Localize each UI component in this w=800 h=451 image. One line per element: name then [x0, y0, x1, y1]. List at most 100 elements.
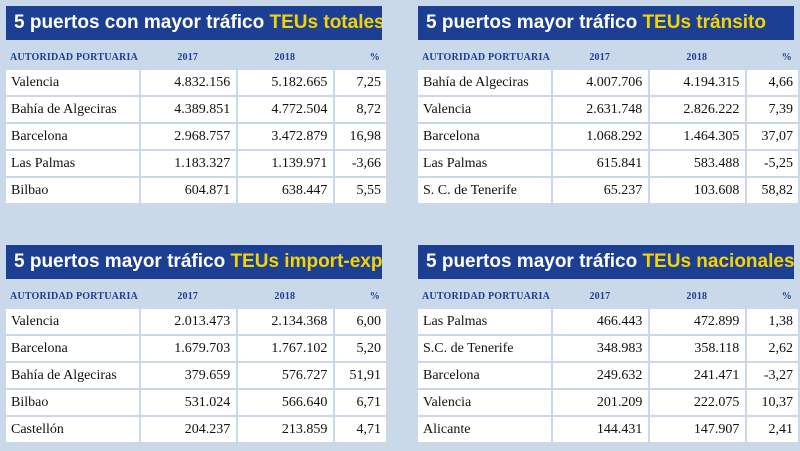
value-2017-cell: 1.679.703 — [139, 336, 237, 363]
percent-change-cell: 8,72 — [333, 97, 386, 124]
value-2017-cell: 4.389.851 — [139, 97, 237, 124]
percent-change-cell: 51,91 — [333, 363, 386, 390]
table-row: Castellón 204.237 213.859 4,71 — [6, 417, 386, 444]
table-row: Barcelona 249.632 241.471 -3,27 — [418, 363, 798, 390]
port-name-cell: Bahía de Algeciras — [6, 363, 140, 390]
value-2018-cell: 472.899 — [648, 309, 746, 336]
panel-title: 5 puertos mayor tráfico TEUs tránsito — [418, 6, 794, 40]
value-2018-cell: 4.772.504 — [236, 97, 334, 124]
port-name-cell: S. C. de Tenerife — [418, 178, 552, 205]
port-name-cell: Barcelona — [6, 124, 140, 151]
panel-title-highlight: TEUs import-export — [230, 251, 382, 272]
column-header-2017: 2017 — [589, 51, 611, 63]
percent-change-cell: 7,39 — [745, 97, 798, 124]
port-name-cell: S.C. de Tenerife — [418, 336, 552, 363]
table-row: Bilbao 604.871 638.447 5,55 — [6, 178, 386, 205]
percent-change-cell: 58,82 — [745, 178, 798, 205]
value-2017-cell: 2.631.748 — [551, 97, 649, 124]
percent-change-cell: -5,25 — [745, 151, 798, 178]
column-header-port: AUTORIDAD PORTUARIA — [10, 290, 138, 302]
port-name-cell: Alicante — [418, 417, 552, 444]
value-2018-cell: 566.640 — [236, 390, 334, 417]
percent-change-cell: 37,07 — [745, 124, 798, 151]
port-name-cell: Barcelona — [418, 124, 552, 151]
percent-change-cell: 6,00 — [333, 309, 386, 336]
value-2017-cell: 4.007.706 — [551, 70, 649, 97]
value-2017-cell: 144.431 — [551, 417, 649, 444]
table-row: Las Palmas 1.183.327 1.139.971 -3,66 — [6, 151, 386, 178]
table-row: Bahía de Algeciras 4.389.851 4.772.504 8… — [6, 97, 386, 124]
value-2017-cell: 2.968.757 — [139, 124, 237, 151]
percent-change-cell: -3,66 — [333, 151, 386, 178]
table-row: Valencia 2.631.748 2.826.222 7,39 — [418, 97, 798, 124]
ports-table: AUTORIDAD PORTUARIA 2017 2018 % Bahía de… — [418, 44, 798, 205]
port-name-cell: Las Palmas — [418, 151, 552, 178]
table-row: Las Palmas 466.443 472.899 1,38 — [418, 309, 798, 336]
ports-table: AUTORIDAD PORTUARIA 2017 2018 % Las Palm… — [418, 283, 798, 444]
table-header-row: AUTORIDAD PORTUARIA 2017 2018 % — [418, 44, 798, 70]
value-2017-cell: 2.013.473 — [139, 309, 237, 336]
panel-title-text: 5 puertos mayor tráfico — [426, 12, 643, 33]
percent-change-cell: 4,66 — [745, 70, 798, 97]
port-name-cell: Bilbao — [6, 390, 140, 417]
table-row: Barcelona 1.679.703 1.767.102 5,20 — [6, 336, 386, 363]
value-2017-cell: 4.832.156 — [139, 70, 237, 97]
port-name-cell: Barcelona — [418, 363, 552, 390]
table-row: Valencia 4.832.156 5.182.665 7,25 — [6, 70, 386, 97]
port-name-cell: Las Palmas — [6, 151, 140, 178]
column-header-2017: 2017 — [177, 290, 199, 302]
table-header-row: AUTORIDAD PORTUARIA 2017 2018 % — [418, 283, 798, 309]
value-2017-cell: 615.841 — [551, 151, 649, 178]
table-header-row: AUTORIDAD PORTUARIA 2017 2018 % — [6, 44, 386, 70]
port-name-cell: Valencia — [418, 390, 552, 417]
value-2018-cell: 103.608 — [648, 178, 746, 205]
value-2018-cell: 5.182.665 — [236, 70, 334, 97]
panel-title: 5 puertos con mayor tráfico TEUs totales — [6, 6, 382, 40]
table-row: Valencia 201.209 222.075 10,37 — [418, 390, 798, 417]
column-header-percent: % — [369, 51, 380, 63]
percent-change-cell: 5,20 — [333, 336, 386, 363]
value-2018-cell: 3.472.879 — [236, 124, 334, 151]
percent-change-cell: 7,25 — [333, 70, 386, 97]
ports-table: AUTORIDAD PORTUARIA 2017 2018 % Valencia… — [6, 283, 386, 444]
column-header-2017: 2017 — [177, 51, 199, 63]
panel-teus-totales: 5 puertos con mayor tráfico TEUs totales… — [0, 0, 388, 212]
table-row: Bahía de Algeciras 4.007.706 4.194.315 4… — [418, 70, 798, 97]
value-2017-cell: 201.209 — [551, 390, 649, 417]
table-row: S. C. de Tenerife 65.237 103.608 58,82 — [418, 178, 798, 205]
table-row: Barcelona 1.068.292 1.464.305 37,07 — [418, 124, 798, 151]
value-2018-cell: 222.075 — [648, 390, 746, 417]
value-2018-cell: 576.727 — [236, 363, 334, 390]
port-name-cell: Valencia — [418, 97, 552, 124]
table-row: Alicante 144.431 147.907 2,41 — [418, 417, 798, 444]
table-row: Valencia 2.013.473 2.134.368 6,00 — [6, 309, 386, 336]
column-header-percent: % — [369, 290, 380, 302]
table-row: Barcelona 2.968.757 3.472.879 16,98 — [6, 124, 386, 151]
value-2017-cell: 531.024 — [139, 390, 237, 417]
panel-teus-transito: 5 puertos mayor tráfico TEUs tránsito AU… — [412, 0, 800, 212]
value-2018-cell: 638.447 — [236, 178, 334, 205]
panel-title-text: 5 puertos mayor tráfico — [426, 251, 643, 272]
value-2018-cell: 2.826.222 — [648, 97, 746, 124]
value-2017-cell: 65.237 — [551, 178, 649, 205]
percent-change-cell: -3,27 — [745, 363, 798, 390]
percent-change-cell: 4,71 — [333, 417, 386, 444]
column-header-port: AUTORIDAD PORTUARIA — [10, 51, 138, 63]
ports-table: AUTORIDAD PORTUARIA 2017 2018 % Valencia… — [6, 44, 386, 205]
value-2017-cell: 1.068.292 — [551, 124, 649, 151]
port-name-cell: Las Palmas — [418, 309, 552, 336]
percent-change-cell: 5,55 — [333, 178, 386, 205]
value-2018-cell: 358.118 — [648, 336, 746, 363]
port-name-cell: Bahía de Algeciras — [418, 70, 552, 97]
value-2018-cell: 1.139.971 — [236, 151, 334, 178]
table-header-row: AUTORIDAD PORTUARIA 2017 2018 % — [6, 283, 386, 309]
value-2018-cell: 147.907 — [648, 417, 746, 444]
table-row: Las Palmas 615.841 583.488 -5,25 — [418, 151, 798, 178]
value-2017-cell: 379.659 — [139, 363, 237, 390]
column-header-percent: % — [781, 290, 792, 302]
column-header-percent: % — [781, 51, 792, 63]
value-2018-cell: 241.471 — [648, 363, 746, 390]
value-2017-cell: 604.871 — [139, 178, 237, 205]
value-2017-cell: 204.237 — [139, 417, 237, 444]
column-header-2018: 2018 — [686, 51, 708, 63]
